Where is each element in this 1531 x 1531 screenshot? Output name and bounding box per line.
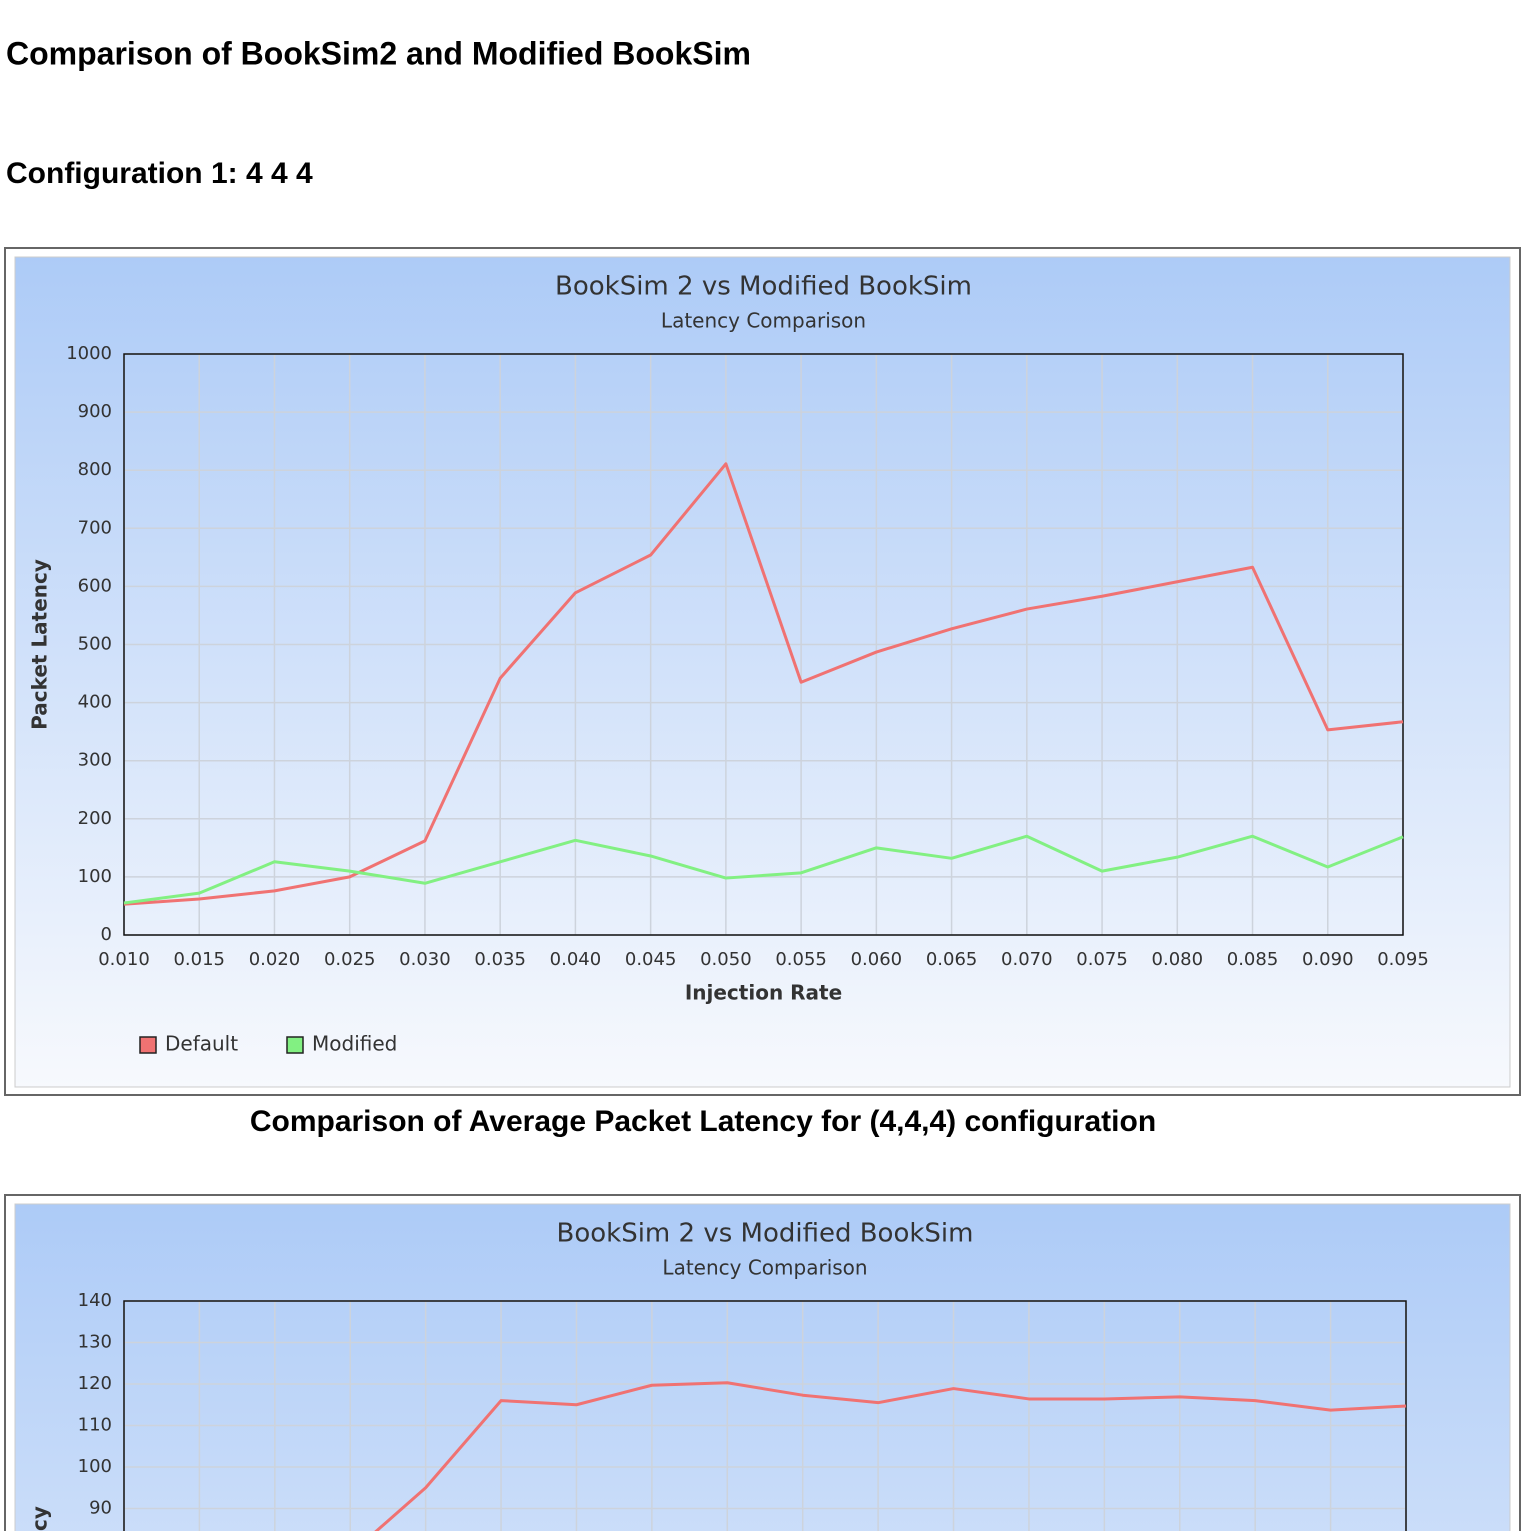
heading: Comparison of BookSim2 and Modified Book… xyxy=(6,35,751,71)
chart-title: BookSim 2 vs Modified BookSim xyxy=(556,1219,973,1249)
chart-panel xyxy=(14,1203,1511,1531)
x-tick-label: 0.080 xyxy=(1152,949,1204,970)
chart-title: BookSim 2 vs Modified BookSim xyxy=(555,272,972,302)
y-tick-label: 400 xyxy=(78,692,112,713)
y-axis-label: Packet Latency xyxy=(28,559,52,730)
plot-area xyxy=(123,353,1404,936)
y-tick-label: 500 xyxy=(78,634,112,655)
y-tick-label: 130 xyxy=(78,1332,112,1353)
y-tick-label: 100 xyxy=(78,866,112,887)
data-line xyxy=(123,834,1404,905)
chart-subtitle: Latency Comparison xyxy=(661,309,866,333)
y-tick-label: 120 xyxy=(78,1373,112,1394)
legend-label: Default xyxy=(165,1032,238,1056)
legend-swatch xyxy=(286,1036,304,1054)
caption: Comparison of Average Packet Latency for… xyxy=(250,1105,1156,1138)
y-tick-label: 700 xyxy=(78,517,112,538)
y-tick-label: 200 xyxy=(78,808,112,829)
data-line xyxy=(374,1381,1407,1531)
y-tick-label: 140 xyxy=(78,1290,112,1311)
y-tick-label: 100 xyxy=(78,1456,112,1477)
y-tick-label: 110 xyxy=(78,1415,112,1436)
x-tick-label: 0.055 xyxy=(775,949,827,970)
x-tick-label: 0.095 xyxy=(1377,949,1429,970)
x-tick-label: 0.045 xyxy=(625,949,677,970)
x-tick-label: 0.090 xyxy=(1302,949,1354,970)
y-tick-label: 600 xyxy=(78,575,112,596)
x-tick-label: 0.020 xyxy=(249,949,301,970)
y-tick-label: 90 xyxy=(89,1498,112,1519)
plot-area xyxy=(123,1300,1407,1531)
x-tick-label: 0.040 xyxy=(550,949,602,970)
x-tick-label: 0.035 xyxy=(474,949,526,970)
y-tick-label: 300 xyxy=(78,750,112,771)
data-line xyxy=(123,462,1404,906)
y-tick-label: 800 xyxy=(78,459,112,480)
x-tick-label: 0.075 xyxy=(1076,949,1128,970)
x-tick-label: 0.085 xyxy=(1227,949,1279,970)
y-axis-label: Packet Latency xyxy=(28,1506,52,1531)
y-tick-label: 0 xyxy=(101,924,112,945)
legend-swatch xyxy=(139,1036,157,1054)
x-tick-label: 0.070 xyxy=(1001,949,1053,970)
chart-panel xyxy=(14,256,1511,1088)
x-tick-label: 0.060 xyxy=(851,949,903,970)
x-tick-label: 0.025 xyxy=(324,949,376,970)
x-tick-label: 0.065 xyxy=(926,949,978,970)
x-tick-label: 0.015 xyxy=(173,949,225,970)
legend-label: Modified xyxy=(312,1032,397,1056)
x-axis-label: Injection Rate xyxy=(685,981,842,1005)
x-tick-label: 0.030 xyxy=(399,949,451,970)
x-tick-label: 0.050 xyxy=(700,949,752,970)
section-title: Configuration 1: 4 4 4 xyxy=(6,157,313,190)
y-tick-label: 900 xyxy=(78,401,112,422)
x-tick-label: 0.010 xyxy=(98,949,150,970)
y-tick-label: 1000 xyxy=(66,343,112,364)
chart-subtitle: Latency Comparison xyxy=(662,1256,867,1280)
